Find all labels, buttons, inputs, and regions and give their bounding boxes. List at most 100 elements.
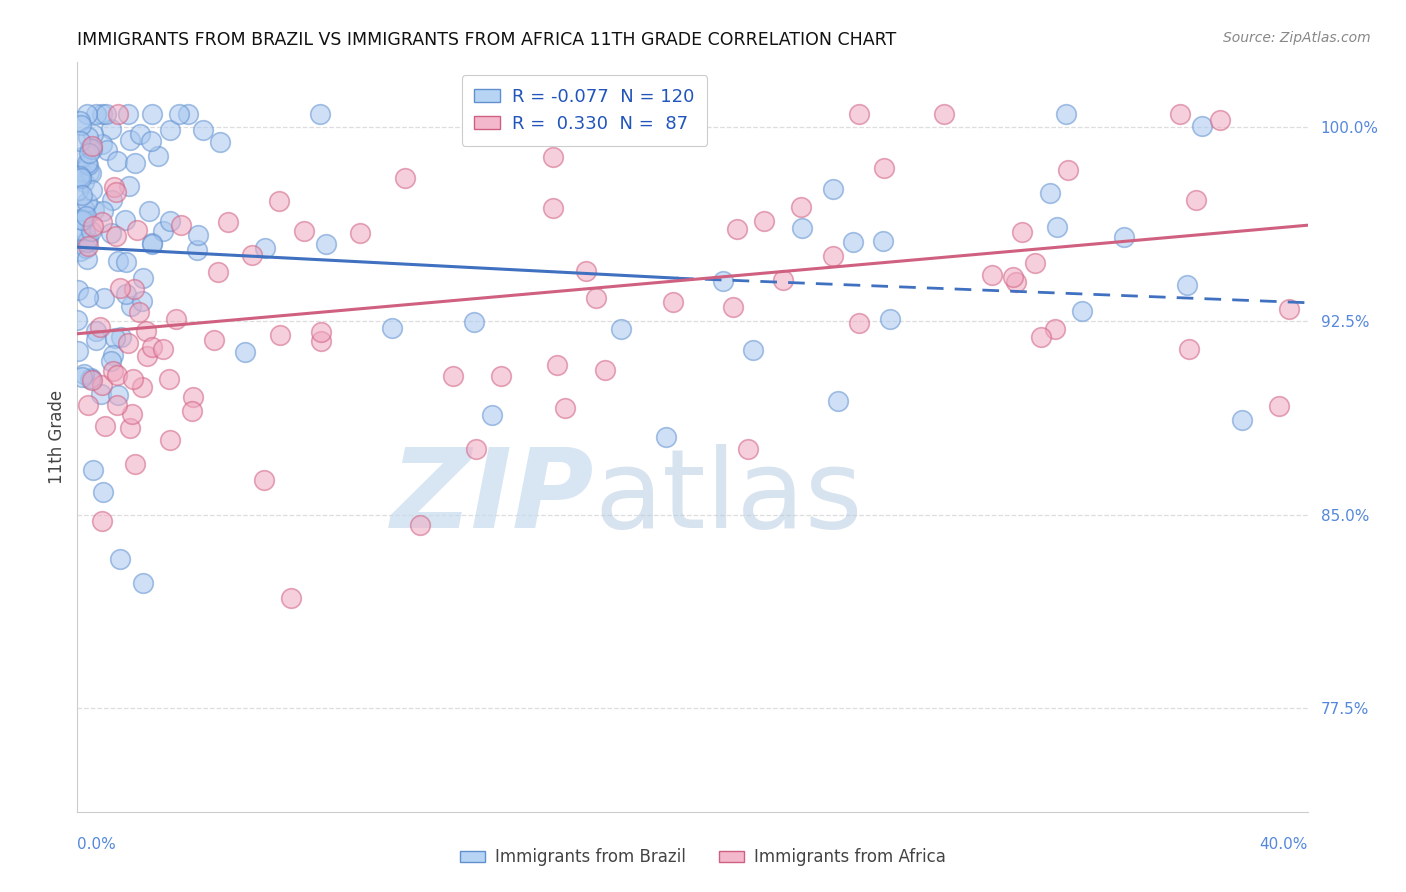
- Point: [118, 420, 141, 434]
- Point: [77, 232, 100, 246]
- Legend: R = -0.077  N = 120, R =  0.330  N =  87: R = -0.077 N = 120, R = 0.330 N = 87: [461, 75, 707, 145]
- Point: [80, 371, 103, 385]
- Point: [315, 237, 337, 252]
- Point: [105, 368, 128, 382]
- Point: [180, 403, 202, 417]
- Point: [101, 364, 124, 378]
- Point: [100, 354, 122, 368]
- Point: [1208, 113, 1230, 128]
- Point: [79, 165, 101, 179]
- Point: [409, 518, 432, 533]
- Point: [554, 401, 576, 415]
- Point: [464, 442, 486, 456]
- Text: IMMIGRANTS FROM BRAZIL VS IMMIGRANTS FROM AFRICA 11TH GRADE CORRELATION CHART: IMMIGRANTS FROM BRAZIL VS IMMIGRANTS FRO…: [77, 31, 897, 49]
- Point: [1175, 278, 1198, 293]
- Point: [73, 202, 96, 217]
- Point: [101, 348, 124, 362]
- Point: [872, 234, 894, 248]
- Point: [1054, 107, 1077, 121]
- Point: [70, 369, 93, 384]
- Point: [75, 209, 97, 223]
- Point: [91, 215, 114, 229]
- Point: [69, 244, 91, 258]
- Point: [1002, 270, 1025, 285]
- Point: [267, 194, 290, 208]
- Point: [207, 265, 229, 279]
- Point: [187, 228, 209, 243]
- Point: [114, 212, 136, 227]
- Point: [69, 212, 91, 227]
- Point: [76, 107, 98, 121]
- Point: [848, 107, 870, 121]
- Point: [349, 226, 371, 240]
- Point: [70, 150, 93, 164]
- Point: [131, 271, 153, 285]
- Point: [77, 289, 100, 303]
- Point: [124, 457, 146, 471]
- Point: [1045, 321, 1067, 335]
- Point: [83, 202, 105, 217]
- Point: [134, 324, 156, 338]
- Point: [82, 219, 104, 233]
- Point: [1011, 225, 1033, 239]
- Point: [1039, 186, 1062, 200]
- Point: [1268, 399, 1291, 413]
- Point: [610, 322, 633, 336]
- Point: [76, 252, 98, 267]
- Point: [120, 299, 142, 313]
- Point: [1278, 302, 1301, 317]
- Text: 0.0%: 0.0%: [77, 837, 117, 852]
- Point: [73, 224, 96, 238]
- Point: [141, 235, 163, 250]
- Point: [309, 334, 332, 349]
- Point: [141, 107, 163, 121]
- Point: [131, 294, 153, 309]
- Point: [80, 224, 103, 238]
- Point: [842, 235, 865, 249]
- Point: [127, 222, 149, 236]
- Point: [104, 228, 127, 243]
- Point: [441, 369, 464, 384]
- Point: [69, 118, 91, 132]
- Point: [77, 239, 100, 253]
- Point: [69, 171, 91, 186]
- Point: [82, 127, 104, 141]
- Point: [67, 283, 90, 297]
- Point: [69, 223, 91, 237]
- Point: [725, 222, 748, 236]
- Point: [76, 195, 98, 210]
- Point: [107, 388, 129, 402]
- Point: [191, 123, 214, 137]
- Point: [93, 485, 115, 500]
- Point: [152, 224, 174, 238]
- Point: [1178, 342, 1201, 356]
- Point: [89, 320, 111, 334]
- Point: [100, 193, 122, 207]
- Point: [69, 169, 91, 184]
- Point: [66, 313, 89, 327]
- Point: [128, 305, 150, 319]
- Point: [1071, 303, 1094, 318]
- Point: [70, 164, 93, 178]
- Point: [75, 241, 97, 255]
- Point: [66, 183, 89, 197]
- Point: [72, 212, 94, 227]
- Point: [67, 171, 90, 186]
- Point: [1057, 162, 1080, 177]
- Point: [152, 343, 174, 357]
- Point: [585, 292, 607, 306]
- Point: [80, 166, 103, 180]
- Point: [105, 153, 128, 168]
- Point: [711, 274, 734, 288]
- Point: [235, 345, 257, 359]
- Point: [80, 142, 103, 156]
- Point: [202, 333, 225, 347]
- Text: atlas: atlas: [595, 443, 862, 550]
- Point: [141, 134, 163, 148]
- Point: [115, 255, 138, 269]
- Point: [121, 407, 143, 421]
- Point: [77, 158, 100, 172]
- Point: [253, 473, 276, 487]
- Point: [80, 183, 103, 197]
- Point: [159, 123, 181, 137]
